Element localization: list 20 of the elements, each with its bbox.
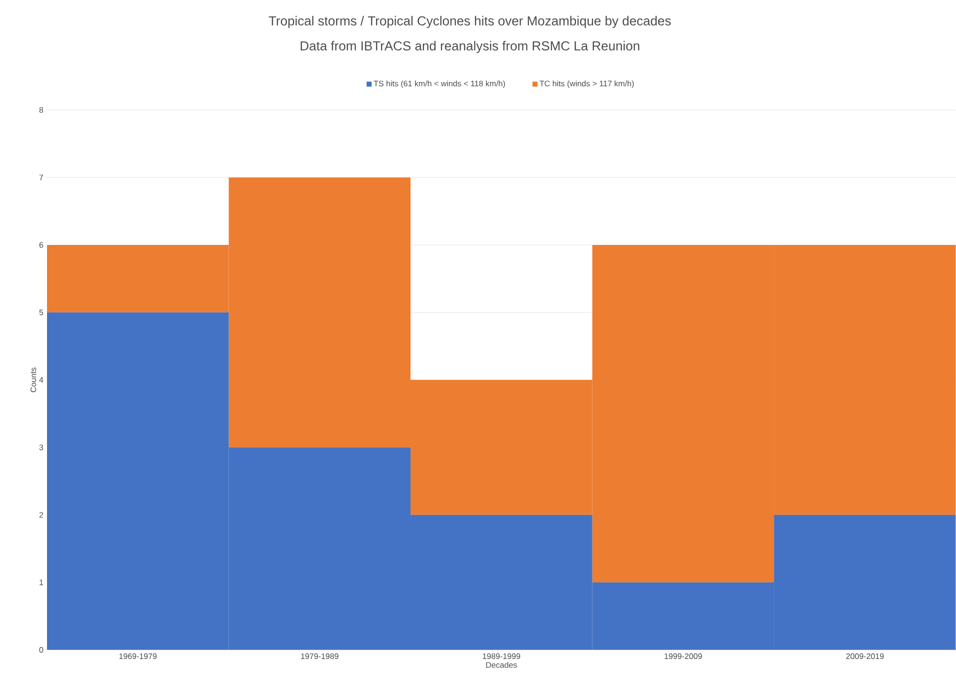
x-tick-label: 1999-2009 bbox=[664, 653, 702, 660]
chart-title: Tropical storms / Tropical Cyclones hits over Mozambique by decades bbox=[268, 16, 671, 28]
y-tick-label: 7 bbox=[39, 174, 44, 180]
y-axis-title: Counts bbox=[30, 368, 36, 392]
y-tick-label: 3 bbox=[39, 444, 44, 450]
x-tick-label: 1979-1989 bbox=[301, 653, 338, 660]
y-tick-label: 5 bbox=[39, 310, 44, 316]
y-tick-label: 0 bbox=[39, 647, 44, 653]
y-tick-label: 8 bbox=[39, 107, 44, 113]
y-tick-label: 4 bbox=[39, 377, 44, 383]
y-tick-label: 6 bbox=[39, 242, 44, 248]
x-tick-label: 1969-1979 bbox=[119, 653, 157, 660]
chart-subtitle: Data from IBTrACS and reanalysis from RSMC La Reunion bbox=[300, 40, 640, 54]
y-tick-label: 2 bbox=[39, 512, 44, 518]
y-tick-label: 1 bbox=[40, 580, 44, 586]
x-axis-title: Decades bbox=[486, 662, 517, 668]
x-tick-label: 2009-2019 bbox=[846, 653, 884, 660]
legend-label: TC hits (winds > 117 km/h) bbox=[540, 80, 634, 88]
legend-label: TS hits (61 km/h < winds < 118 km/h) bbox=[374, 80, 505, 88]
x-tick-label: 1989-1999 bbox=[482, 653, 520, 660]
